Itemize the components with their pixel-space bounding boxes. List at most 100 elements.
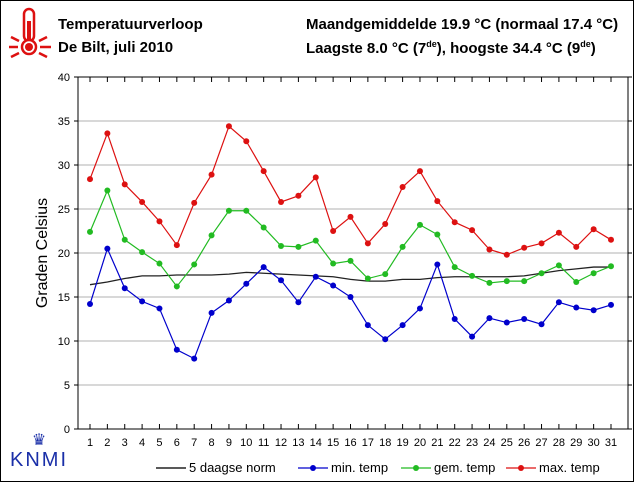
data-point-min	[416, 305, 423, 312]
crown-icon: ♛	[31, 432, 47, 449]
x-tick-label: 15	[327, 437, 339, 449]
data-point-min	[555, 299, 562, 306]
data-point-min	[208, 309, 215, 316]
data-point-max	[225, 123, 232, 130]
data-point-min	[330, 282, 337, 289]
data-point-gem	[416, 221, 423, 228]
data-point-max	[399, 184, 406, 190]
data-point-gem	[173, 283, 180, 290]
data-point-min	[590, 307, 597, 314]
data-point-max	[121, 181, 128, 188]
x-tick-label: 3	[122, 437, 128, 449]
x-tick-label: 18	[379, 437, 391, 449]
data-point-gem	[399, 243, 406, 250]
data-point-min	[87, 301, 93, 308]
data-point-max	[173, 242, 180, 249]
series-line-gem	[89, 188, 612, 288]
data-point-max	[191, 199, 198, 206]
data-point-max	[503, 251, 510, 258]
legend-max-icon	[506, 465, 536, 471]
y-tick-label: 20	[58, 248, 70, 260]
x-tick-label: 8	[209, 437, 215, 449]
data-point-min	[347, 294, 354, 300]
legend-max-label: max. temp	[539, 460, 600, 475]
y-tick-label: 40	[58, 72, 70, 84]
data-point-min	[503, 319, 510, 326]
x-tick-label: 17	[362, 437, 374, 449]
y-tick-label: 15	[58, 292, 70, 304]
legend-min-icon	[298, 465, 328, 471]
data-point-gem	[469, 272, 476, 279]
data-point-max	[364, 240, 371, 247]
data-point-min	[364, 322, 371, 329]
data-point-max	[87, 176, 93, 183]
y-tick-label: 5	[64, 380, 70, 392]
data-point-gem	[295, 243, 302, 250]
data-point-min	[295, 299, 302, 306]
data-point-max	[295, 192, 302, 199]
data-point-max	[330, 228, 337, 234]
data-point-min	[260, 264, 267, 271]
x-tick-label: 27	[535, 437, 547, 449]
data-point-gem	[243, 207, 250, 214]
data-point-gem	[555, 262, 562, 269]
data-point-max	[208, 171, 215, 178]
data-point-max	[555, 229, 562, 236]
data-point-min	[173, 346, 180, 353]
data-point-max	[538, 240, 545, 247]
data-point-gem	[260, 224, 267, 231]
monthly-average: Maandgemiddelde 19.9 °C (normaal 17.4 °C…	[306, 16, 619, 33]
x-tick-label: 7	[191, 437, 197, 449]
x-tick-label: 20	[414, 437, 426, 449]
series-line-norm	[89, 266, 611, 286]
data-point-min	[104, 245, 111, 252]
data-point-max	[156, 218, 163, 225]
x-tick-label: 24	[483, 437, 495, 449]
data-point-min	[538, 321, 545, 328]
data-point-max	[260, 168, 267, 175]
data-point-gem	[312, 237, 319, 244]
y-tick-label: 0	[64, 424, 70, 436]
data-point-gem	[121, 236, 128, 243]
data-point-max	[243, 138, 250, 145]
legend-gem-label: gem. temp	[434, 460, 496, 475]
data-point-gem	[139, 249, 146, 256]
data-point-gem	[382, 271, 389, 278]
x-tick-label: 6	[174, 437, 180, 449]
data-point-min	[451, 316, 458, 322]
y-axis-label: Graden Celsius	[34, 198, 51, 308]
data-point-max	[382, 220, 389, 227]
x-tick-label: 13	[292, 437, 304, 449]
data-point-min	[312, 273, 319, 280]
x-tick-label: 21	[431, 437, 443, 449]
data-point-gem	[503, 278, 510, 285]
data-point-max	[573, 243, 580, 250]
data-point-gem	[156, 260, 163, 267]
data-point-gem	[486, 279, 493, 286]
x-tick-label: 12	[275, 437, 287, 449]
data-point-gem	[573, 279, 580, 286]
data-point-gem	[347, 257, 354, 264]
data-point-min	[486, 315, 493, 322]
series-line-min	[89, 246, 612, 360]
x-tick-label: 1	[87, 437, 93, 449]
data-point-min	[139, 298, 146, 305]
data-point-gem	[87, 228, 93, 235]
data-point-min	[382, 336, 389, 343]
data-point-max	[486, 246, 493, 253]
data-point-min	[225, 297, 232, 304]
data-point-min	[278, 277, 285, 284]
data-point-gem	[191, 261, 198, 268]
y-tick-label: 30	[58, 160, 70, 172]
data-point-max	[451, 219, 458, 226]
legend-min-label: min. temp	[331, 460, 389, 475]
data-point-min	[243, 280, 250, 287]
data-point-gem	[538, 270, 545, 277]
data-point-min	[521, 316, 528, 322]
data-point-gem	[590, 270, 597, 277]
data-point-gem	[608, 263, 614, 270]
y-tick-label: 10	[58, 336, 70, 348]
data-point-min	[121, 285, 128, 292]
data-point-max	[469, 227, 476, 234]
